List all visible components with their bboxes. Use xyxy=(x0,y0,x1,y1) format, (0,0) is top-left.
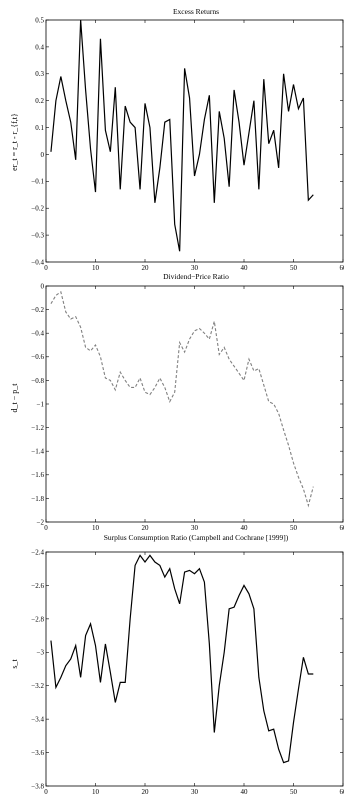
x-tick-label: 30 xyxy=(191,264,199,272)
y-tick-label: 0.3 xyxy=(35,70,44,78)
series-line xyxy=(50,554,314,764)
y-tick-label: −1.8 xyxy=(31,495,44,503)
y-tick-label: −0.2 xyxy=(31,306,44,314)
series-layer xyxy=(50,554,314,764)
x-tick-label: 30 xyxy=(191,788,199,796)
x-tick-label: 40 xyxy=(241,788,249,796)
panel-dividend-price-ratio: Dividend−Price Ratio d_t − p_t 0 10 20 30 40… xyxy=(10,272,344,532)
x-tick-label: 60 xyxy=(340,788,344,796)
x-tick-label: 10 xyxy=(92,524,100,532)
y-tick-label: −0.4 xyxy=(31,258,44,266)
x-tick-label: 0 xyxy=(44,788,48,796)
y-tick-label: −3.6 xyxy=(31,749,44,757)
y-tick-label: −2.6 xyxy=(31,582,44,590)
y-tick-label: −1.2 xyxy=(31,424,44,432)
chart-title: Surplus Consumption Ratio (Campbell and … xyxy=(104,533,289,542)
x-tick-label: 50 xyxy=(290,524,298,532)
ticks-layer: 0 10 20 30 40 50 60 −0.4 −0.3 −0.2 −0.1 0 0.1 0.2 0.3 0… xyxy=(31,16,344,272)
y-tick-label: −2.8 xyxy=(31,615,44,623)
y-tick-label: 0 xyxy=(41,151,45,159)
y-tick-label: −3.4 xyxy=(31,716,44,724)
y-tick-label: −0.1 xyxy=(31,178,44,186)
y-tick-label: −3.2 xyxy=(31,682,44,690)
y-axis-label: er_t = r_t - r_{f,t} xyxy=(10,113,19,171)
y-tick-label: −3.8 xyxy=(31,782,44,790)
y-tick-label: 0.1 xyxy=(35,124,44,132)
x-tick-label: 20 xyxy=(142,788,150,796)
series-layer xyxy=(50,19,314,252)
x-tick-label: 10 xyxy=(92,264,100,272)
x-tick-label: 0 xyxy=(44,524,48,532)
plot-frame xyxy=(45,19,344,263)
x-tick-label: 60 xyxy=(340,264,344,272)
y-tick-label: −2.4 xyxy=(31,548,44,556)
x-tick-label: 20 xyxy=(142,524,150,532)
x-tick-label: 10 xyxy=(92,788,100,796)
ticks-layer: 0 10 20 30 40 50 60 −2 −1.8 −1.6 −1.4 −1.2 −1 −0.8 −0.… xyxy=(31,282,344,532)
y-tick-label: −2 xyxy=(37,518,45,526)
y-tick-label: −1.4 xyxy=(31,448,44,456)
y-tick-label: −0.6 xyxy=(31,353,44,361)
x-tick-label: 30 xyxy=(191,524,199,532)
ticks-layer: 0 10 20 30 40 50 60 −3.8 −3.6 −3.4 −3.2 −3 −2.8 −2.6 −… xyxy=(31,548,344,796)
series-line xyxy=(50,290,314,508)
x-tick-label: 50 xyxy=(290,788,298,796)
y-tick-label: 0.5 xyxy=(35,16,44,24)
y-axis-label: d_t − p_t xyxy=(10,383,19,413)
y-tick-label: −0.2 xyxy=(31,205,44,213)
x-tick-label: 20 xyxy=(142,264,150,272)
y-tick-label: −1.6 xyxy=(31,471,44,479)
y-tick-label: 0 xyxy=(41,282,45,290)
chart-title: Dividend−Price Ratio xyxy=(163,272,229,281)
y-axis-label: s_t xyxy=(10,659,19,669)
y-tick-label: 0.2 xyxy=(35,97,44,105)
x-tick-label: 60 xyxy=(340,524,344,532)
y-tick-label: −3 xyxy=(37,649,45,657)
chart-title: Excess Returns xyxy=(173,7,219,16)
y-tick-label: −1 xyxy=(37,400,45,408)
series-layer xyxy=(50,290,314,508)
plot-frame xyxy=(45,285,344,523)
x-tick-label: 40 xyxy=(241,524,249,532)
y-tick-label: 0.4 xyxy=(35,43,44,51)
y-tick-label: −0.3 xyxy=(31,232,44,240)
plot-frame xyxy=(45,551,344,787)
panel-excess-returns: Excess Returns er_t = r_t - r_{f,t} 0 10 2… xyxy=(10,7,344,272)
panel-surplus-consumption-ratio: Surplus Consumption Ratio (Campbell and … xyxy=(10,533,344,796)
x-tick-label: 50 xyxy=(290,264,298,272)
x-tick-label: 40 xyxy=(241,264,249,272)
y-tick-label: −0.4 xyxy=(31,330,44,338)
x-tick-label: 0 xyxy=(44,264,48,272)
series-line xyxy=(50,19,314,252)
y-tick-label: −0.8 xyxy=(31,377,44,385)
